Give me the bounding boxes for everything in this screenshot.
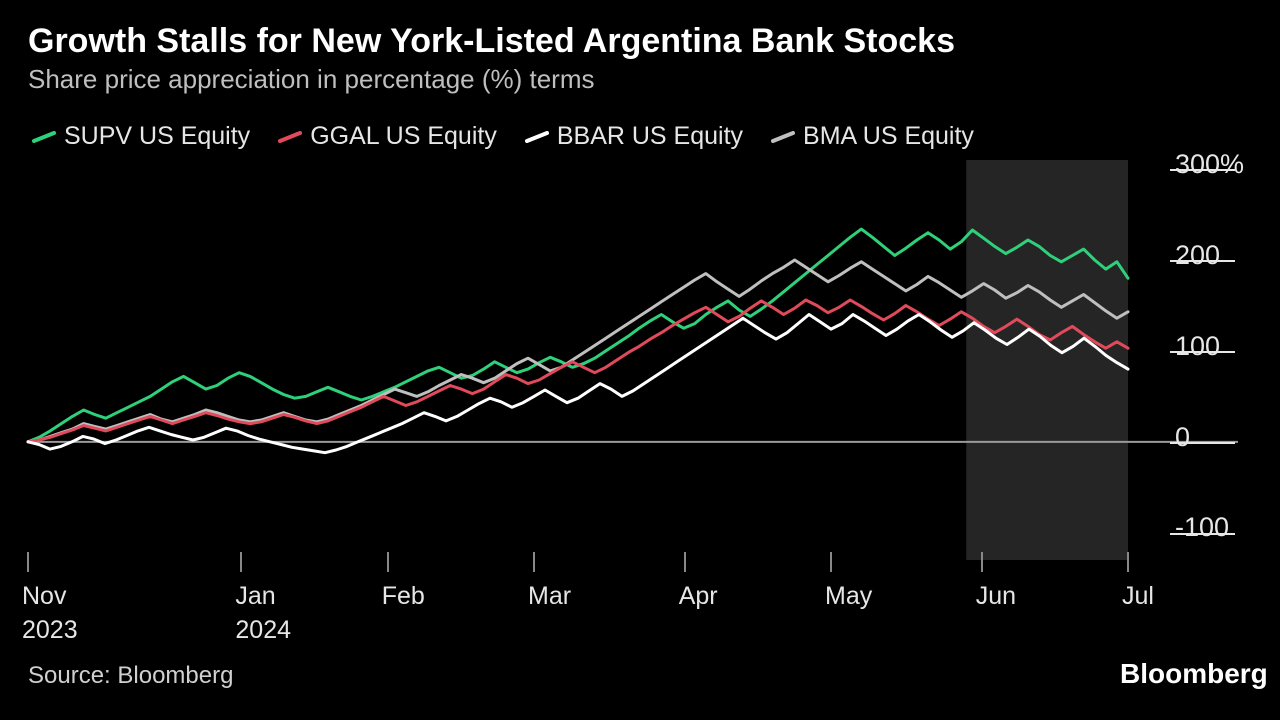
xtick-label: Mar [528,582,571,611]
xtick-mark [684,552,686,572]
xtick-mark [830,552,832,572]
brand-logo: Bloomberg [1120,658,1268,690]
xtick-mark [387,552,389,572]
ytick-label: 0 [1175,422,1190,453]
series-line [28,229,1128,442]
xtick-mark [981,552,983,572]
ytick-label: -100 [1175,512,1229,543]
source-text: Source: Bloomberg [28,662,233,690]
xtick-label: Nov [22,582,66,611]
xtick-mark [533,552,535,572]
xtick-label: Jan [235,582,275,611]
xtick-mark [27,552,29,572]
series-line [28,260,1128,442]
chart-plot [0,0,1280,720]
ytick-label: 300% [1175,149,1244,180]
xtick-label: Apr [679,582,718,611]
xtick-mark [1127,552,1129,572]
series-line [28,300,1128,442]
series-line [28,315,1128,453]
xtick-label: Feb [382,582,425,611]
xtick-mark [240,552,242,572]
xtick-label: May [825,582,872,611]
xtick-label-secondary: 2023 [22,616,78,645]
xtick-label-secondary: 2024 [235,616,291,645]
ytick-label: 100 [1175,331,1220,362]
ytick-label: 200 [1175,240,1220,271]
highlight-band [966,160,1128,560]
xtick-label: Jul [1122,582,1154,611]
chart-root: Growth Stalls for New York-Listed Argent… [0,0,1280,720]
xtick-label: Jun [976,582,1016,611]
